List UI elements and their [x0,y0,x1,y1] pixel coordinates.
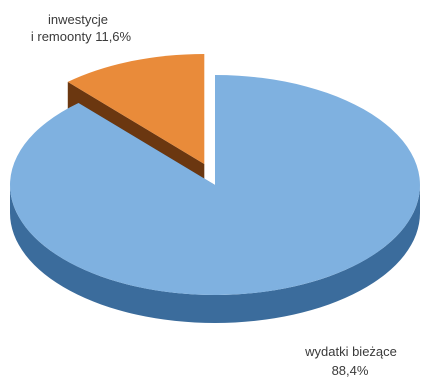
label-wydatki-value: 88,4% [331,363,369,378]
label-inwestycje-name: i remoonty [30,29,92,44]
pie-slice-1-side [10,185,420,323]
label-inwestycje-value: 11,6% [95,29,132,44]
pie-slice-0-top [67,53,205,164]
pie-slice-1 [9,75,420,323]
label-inwestycje-line1: inwestycje [48,12,108,27]
label-inwestycje-line2: i remoonty 11,6% [6,28,156,45]
label-wydatki-name: wydatki bieżące [305,344,397,359]
pie-slice-1-top [9,75,420,295]
